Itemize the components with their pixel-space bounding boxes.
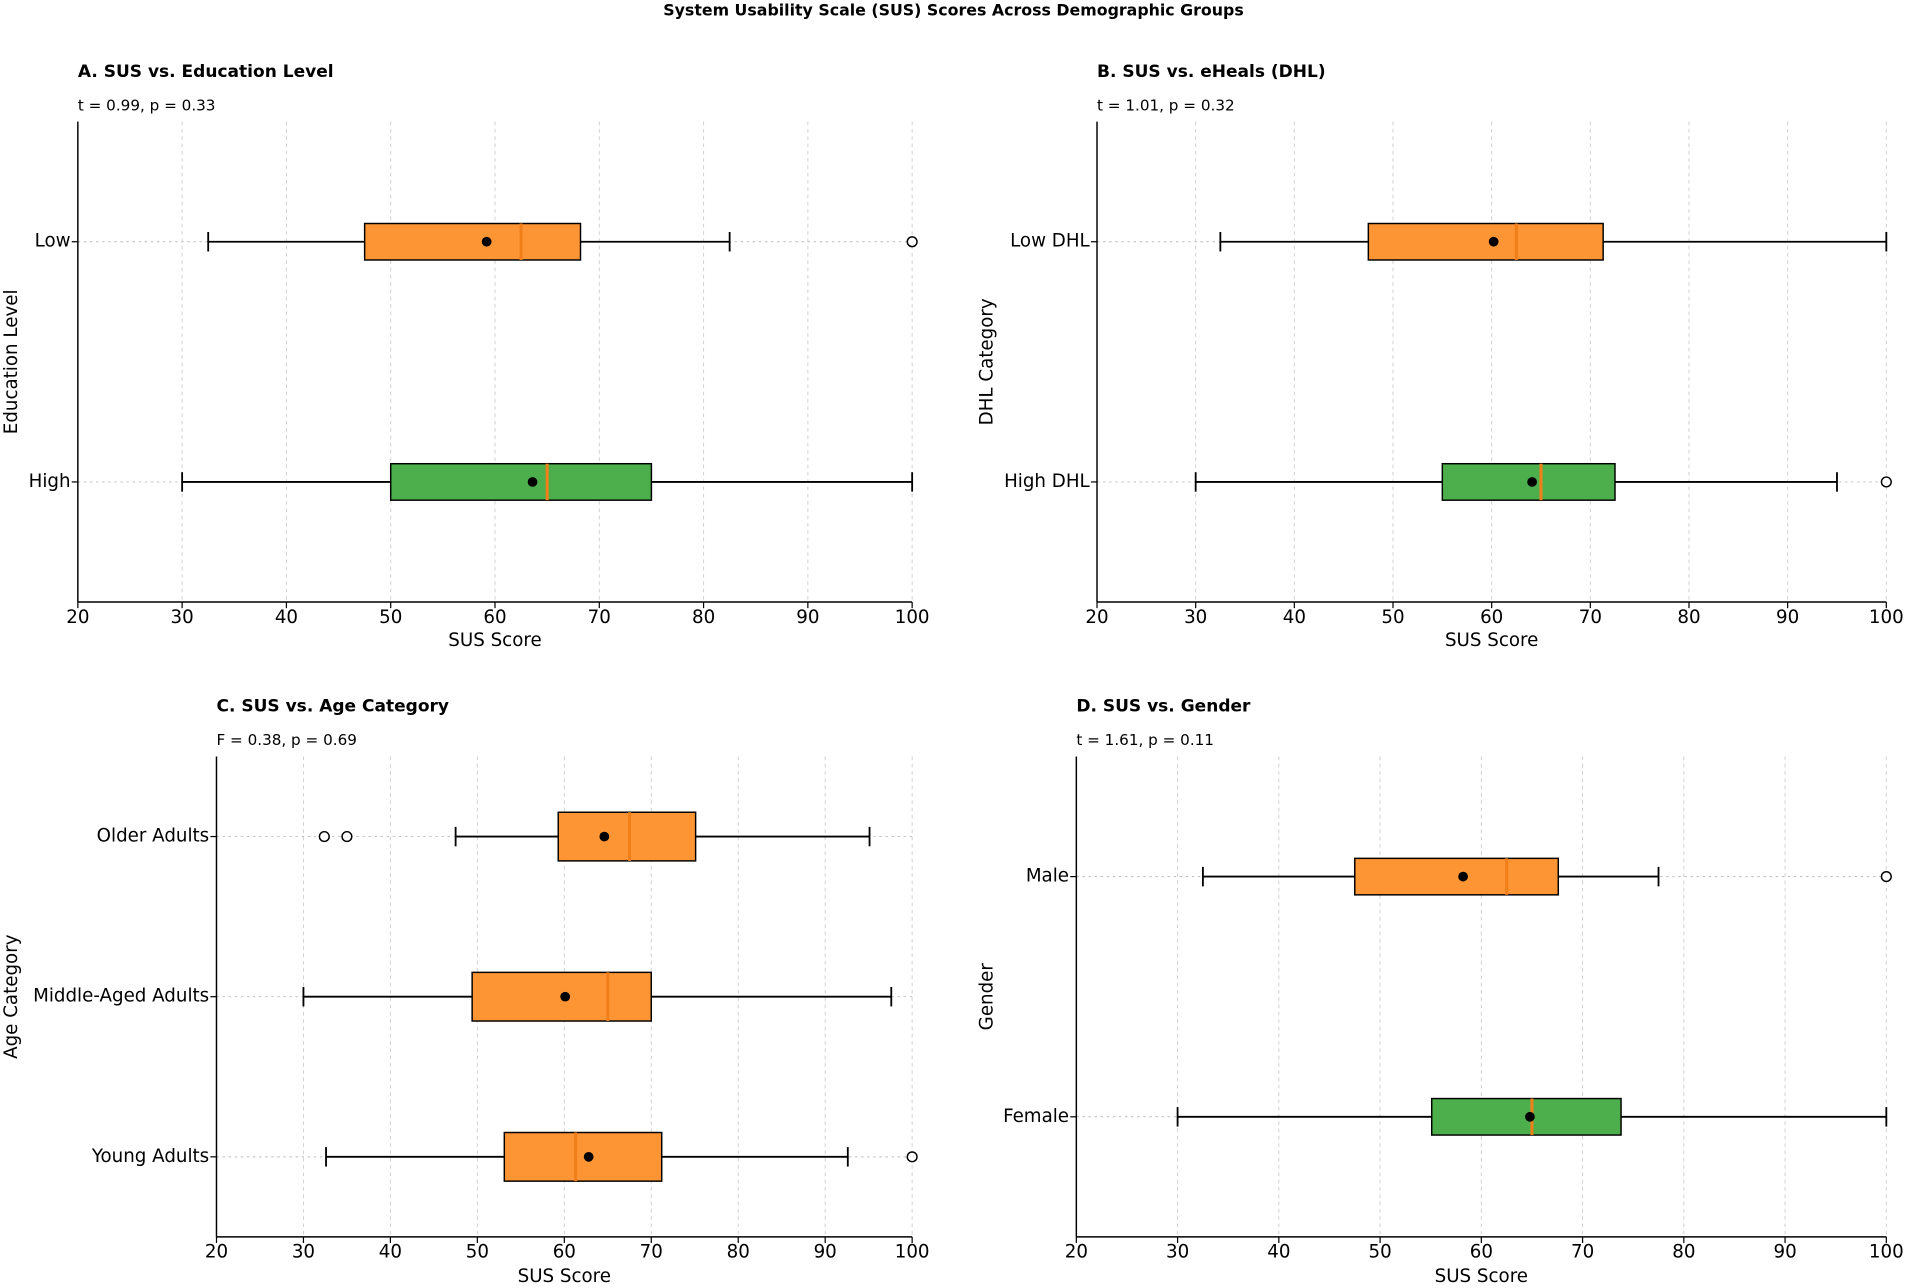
x-tick-label: 30: [1166, 1242, 1189, 1263]
x-tick-label: 20: [1065, 1242, 1088, 1263]
mean-marker: [1488, 236, 1499, 247]
x-tick-label: 100: [1869, 607, 1904, 628]
x-axis-label: SUS Score: [1435, 1266, 1528, 1287]
box: [389, 462, 653, 501]
x-tick-label: 40: [1283, 607, 1306, 628]
x-tick-label: 70: [640, 1242, 663, 1263]
x-tick-label: 80: [1677, 607, 1700, 628]
y-tick-label: Low DHL: [1010, 231, 1090, 252]
x-tick-label: 60: [1470, 1242, 1493, 1263]
mean-marker: [560, 991, 571, 1002]
x-tick-label: 50: [1381, 607, 1404, 628]
panel-title: B. SUS vs. eHeals (DHL): [1097, 62, 1326, 82]
x-tick-label: 80: [1672, 1242, 1695, 1263]
annotation: t = 0.99, p = 0.33: [78, 96, 216, 114]
mean-marker: [583, 1151, 594, 1162]
box: [503, 1131, 663, 1182]
x-tick-label: 80: [692, 607, 715, 628]
panel-title: C. SUS vs. Age Category: [216, 697, 449, 717]
x-tick-label: 100: [895, 607, 930, 628]
x-tick-label: 20: [66, 607, 89, 628]
x-axis-label: SUS Score: [1445, 630, 1538, 651]
outlier: [318, 830, 330, 843]
x-tick-label: 100: [1869, 1242, 1904, 1263]
figure-title: System Usability Scale (SUS) Scores Acro…: [663, 0, 1243, 19]
x-tick-label: 90: [796, 607, 819, 628]
x-tick-label: 90: [1773, 1242, 1796, 1263]
x-tick-label: 20: [1085, 607, 1108, 628]
x-tick-label: 100: [895, 1242, 930, 1263]
x-tick-label: 30: [292, 1242, 315, 1263]
x-tick-label: 90: [814, 1242, 837, 1263]
y-axis-label: Age Category: [1, 934, 22, 1059]
outlier: [1880, 476, 1892, 488]
x-tick-label: 80: [727, 1242, 750, 1263]
outlier: [341, 830, 353, 843]
mean-marker: [1527, 477, 1537, 487]
y-axis-label: Gender: [977, 963, 998, 1031]
x-tick-label: 40: [275, 607, 298, 628]
mean-marker: [1458, 871, 1468, 882]
box: [363, 222, 582, 261]
x-tick-label: 70: [1579, 607, 1602, 628]
y-tick-label: Young Adults: [91, 1146, 209, 1167]
x-tick-label: 30: [171, 607, 194, 628]
x-tick-label: 40: [379, 1242, 402, 1263]
y-tick-label: Middle-Aged Adults: [33, 986, 209, 1007]
x-axis-label: SUS Score: [518, 1266, 611, 1287]
box: [557, 811, 697, 862]
x-tick-label: 60: [483, 607, 506, 628]
x-tick-label: 20: [205, 1242, 228, 1263]
mean-marker: [1525, 1111, 1535, 1122]
x-tick-label: 50: [466, 1242, 489, 1263]
y-axis-label: Education Level: [1, 289, 22, 434]
panel-title: A. SUS vs. Education Level: [78, 62, 334, 82]
box: [1354, 857, 1560, 896]
y-tick-label: High: [29, 471, 71, 492]
x-tick-label: 50: [379, 607, 402, 628]
y-axis-label: DHL Category: [977, 298, 998, 425]
panel-title: D. SUS vs. Gender: [1076, 697, 1251, 717]
mean-marker: [599, 831, 610, 842]
outlier: [906, 236, 918, 248]
annotation: t = 1.61, p = 0.11: [1076, 731, 1214, 749]
x-tick-label: 50: [1368, 1242, 1391, 1263]
outlier: [906, 1151, 918, 1163]
x-tick-label: 90: [1776, 607, 1799, 628]
x-tick-label: 60: [553, 1242, 576, 1263]
x-tick-label: 60: [1480, 607, 1503, 628]
outlier: [1880, 871, 1892, 883]
box: [1367, 222, 1604, 261]
annotation: F = 0.38, p = 0.69: [216, 731, 356, 749]
y-tick-label: Low: [35, 231, 71, 252]
y-tick-label: Older Adults: [97, 826, 210, 847]
x-tick-label: 40: [1267, 1242, 1290, 1263]
x-tick-label: 70: [588, 607, 611, 628]
x-tick-label: 30: [1184, 607, 1207, 628]
mean-marker: [481, 236, 492, 247]
y-tick-label: Male: [1026, 866, 1069, 887]
x-axis-label: SUS Score: [448, 630, 541, 651]
y-tick-label: Female: [1003, 1106, 1069, 1127]
annotation: t = 1.01, p = 0.32: [1097, 96, 1235, 114]
x-tick-label: 70: [1571, 1242, 1594, 1263]
y-tick-label: High DHL: [1004, 471, 1090, 492]
mean-marker: [527, 477, 538, 487]
